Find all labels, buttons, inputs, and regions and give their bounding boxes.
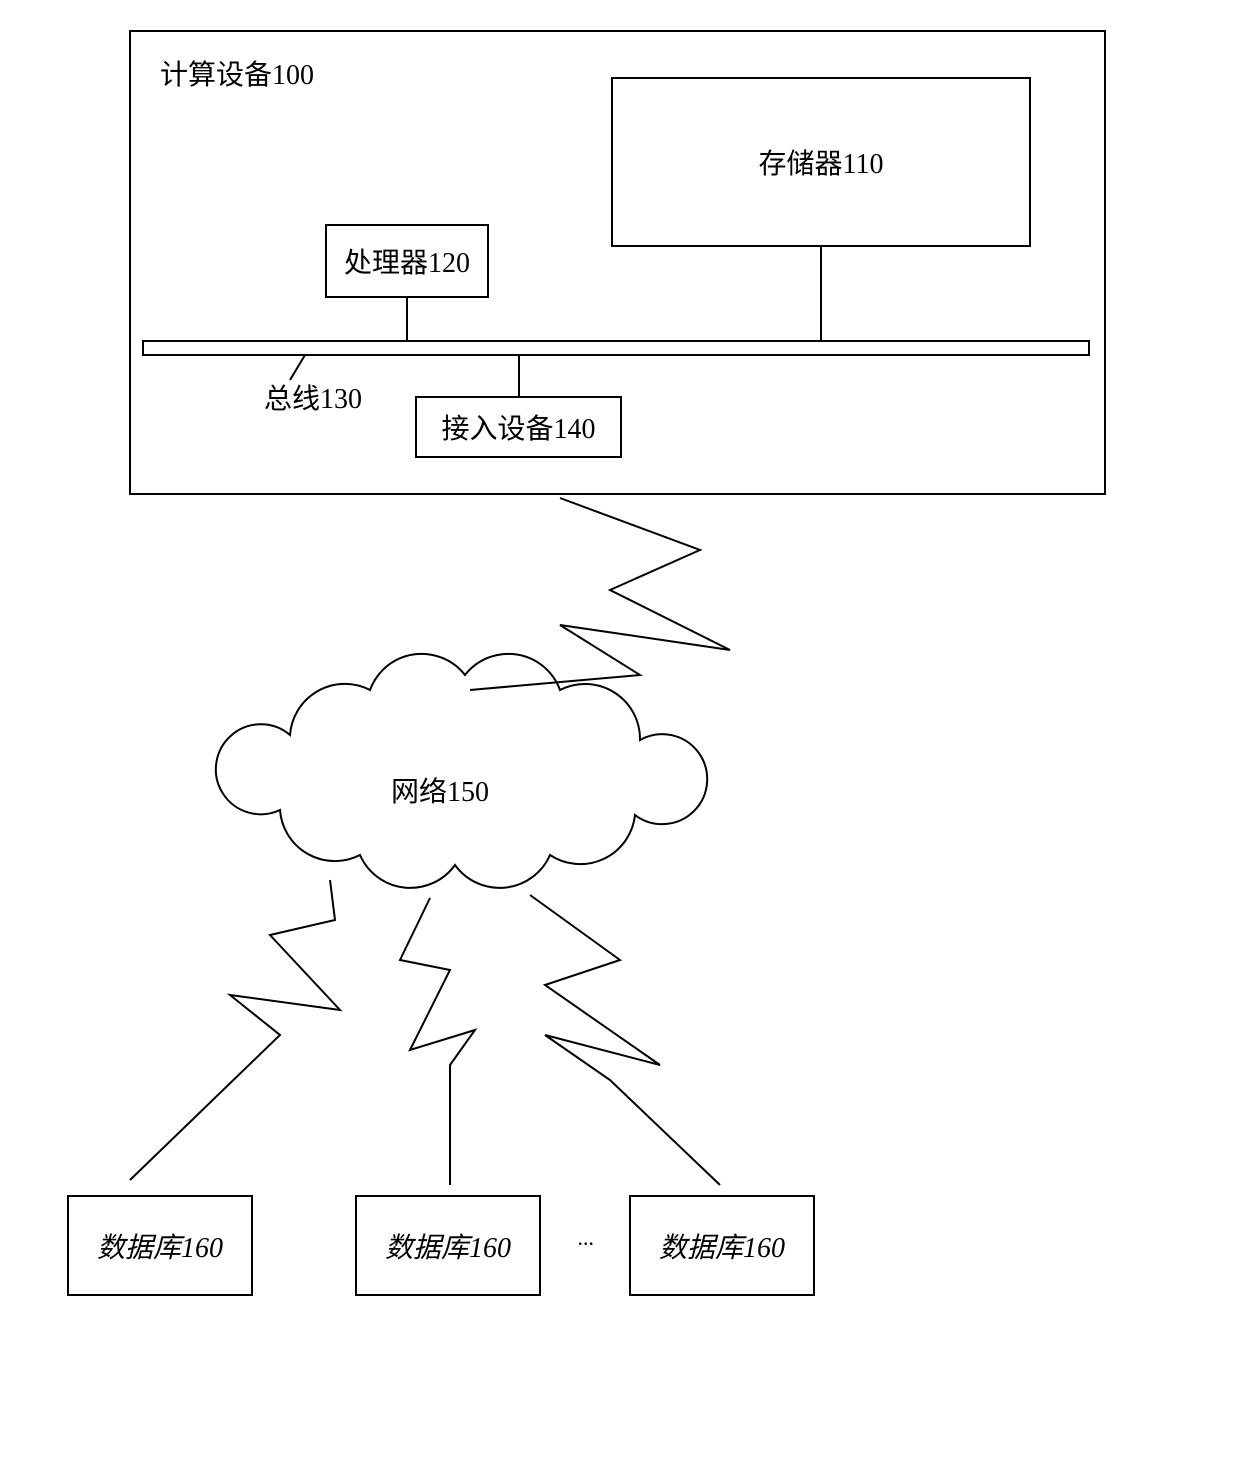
bolt-network-db3 xyxy=(530,895,720,1185)
ellipsis-label: ... xyxy=(578,1225,595,1251)
processor-label: 处理器120 xyxy=(326,225,488,297)
network-label: 网络150 xyxy=(330,770,550,810)
access-device-label: 接入设备140 xyxy=(416,397,621,457)
bolt-network-db2 xyxy=(400,898,475,1185)
database-2-label: 数据库160 xyxy=(356,1196,540,1295)
bolt-network-db1 xyxy=(130,880,340,1180)
database-1-label: 数据库160 xyxy=(68,1196,252,1295)
database-3-label: 数据库160 xyxy=(630,1196,814,1295)
memory-label: 存储器110 xyxy=(612,78,1030,246)
bolt-access-network xyxy=(470,498,730,690)
bus-box xyxy=(143,341,1089,355)
computing-device-label: 计算设备100 xyxy=(160,53,314,93)
bus-label: 总线130 xyxy=(264,377,362,417)
